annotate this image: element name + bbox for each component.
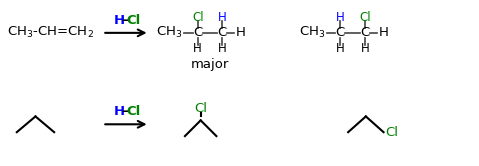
Text: –: – — [121, 14, 128, 27]
Text: Cl: Cl — [126, 14, 140, 27]
Text: Cl: Cl — [126, 105, 140, 118]
Text: C: C — [360, 26, 369, 39]
Text: H: H — [114, 14, 125, 27]
Text: H: H — [114, 105, 125, 118]
Text: Cl: Cl — [194, 102, 207, 115]
Text: H: H — [378, 26, 388, 39]
Text: Cl: Cl — [359, 11, 371, 24]
Text: C: C — [193, 26, 202, 39]
Text: CH$_3$: CH$_3$ — [157, 25, 183, 40]
Text: H: H — [336, 11, 345, 24]
Text: C: C — [217, 26, 227, 39]
Text: Cl: Cl — [192, 11, 204, 24]
Text: CH$_3$: CH$_3$ — [299, 25, 325, 40]
Text: –: – — [121, 105, 128, 118]
Text: C: C — [336, 26, 345, 39]
Text: major: major — [191, 58, 229, 71]
Text: H: H — [194, 42, 202, 55]
Text: CH$_3$-CH=CH$_2$: CH$_3$-CH=CH$_2$ — [7, 25, 94, 40]
Text: H: H — [218, 42, 227, 55]
Text: H: H — [218, 11, 227, 24]
Text: H: H — [236, 26, 246, 39]
Text: Cl: Cl — [386, 126, 399, 139]
Text: H: H — [336, 42, 345, 55]
Text: H: H — [361, 42, 369, 55]
